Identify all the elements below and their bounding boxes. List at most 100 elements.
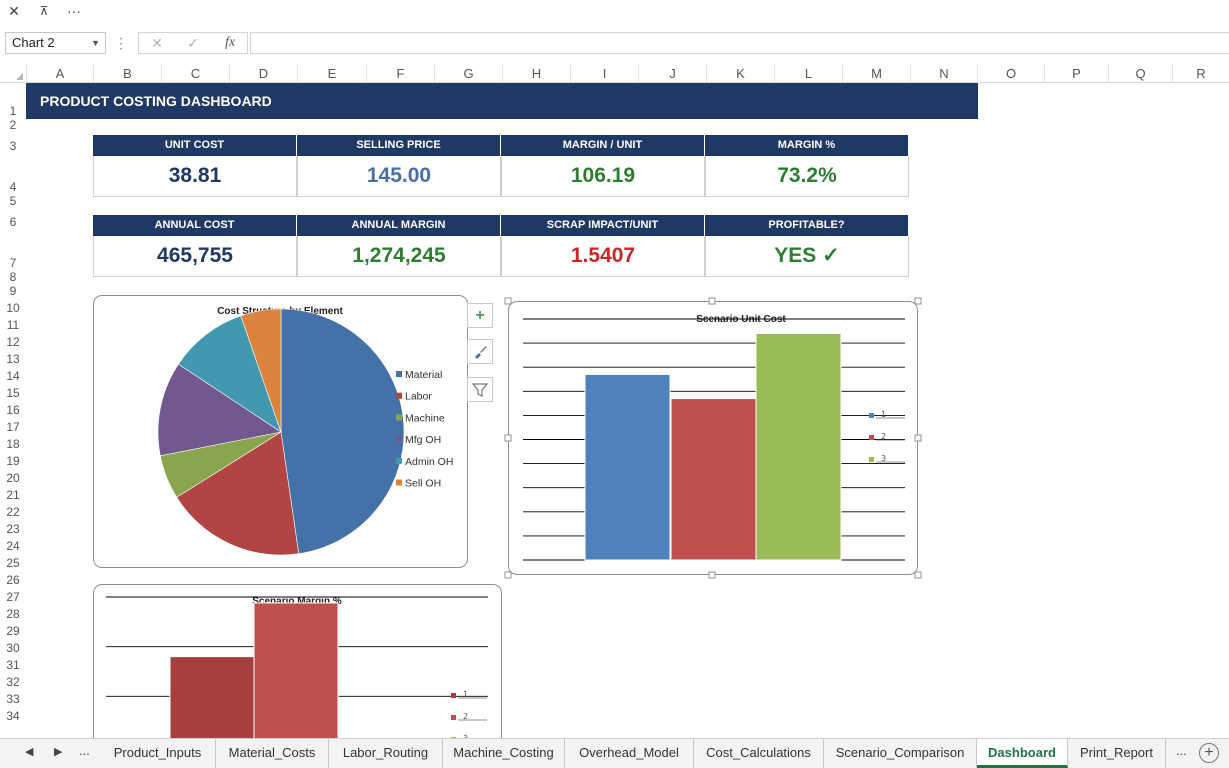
row-header-16[interactable]: 16 xyxy=(6,403,20,417)
worksheet-grid[interactable]: PRODUCT COSTING DASHBOARD UNIT COST 38.81… xyxy=(26,83,1229,738)
more-tabs-left[interactable]: ... xyxy=(79,743,90,758)
row-header-3[interactable]: 3 xyxy=(9,139,17,153)
row-header-8[interactable]: 8 xyxy=(9,270,17,284)
sheet-tab-print-report[interactable]: Print_Report xyxy=(1068,739,1166,768)
close-icon[interactable]: ✕ xyxy=(8,3,20,19)
sheet-tab-product-inputs[interactable]: Product_Inputs xyxy=(100,739,216,768)
column-header-o[interactable]: O xyxy=(977,65,1044,83)
insert-function-icon[interactable]: fx xyxy=(224,35,236,50)
column-header-h[interactable]: H xyxy=(502,65,570,83)
sheet-tab-dashboard[interactable]: Dashboard xyxy=(977,739,1068,768)
more-tabs-right[interactable]: ... xyxy=(1176,743,1187,758)
row-header-2[interactable]: 2 xyxy=(9,118,17,132)
row-header-31[interactable]: 31 xyxy=(6,658,20,672)
select-all-corner[interactable] xyxy=(0,65,26,83)
formula-input[interactable] xyxy=(250,32,1229,54)
add-sheet-button[interactable]: + xyxy=(1199,743,1219,763)
column-header-f[interactable]: F xyxy=(366,65,434,83)
column-header-p[interactable]: P xyxy=(1044,65,1108,83)
row-header-13[interactable]: 13 xyxy=(6,352,20,366)
row-header-19[interactable]: 19 xyxy=(6,454,20,468)
column-header-r[interactable]: R xyxy=(1172,65,1229,83)
column-header-b[interactable]: B xyxy=(93,65,161,83)
sheet-tab-bar: ◀ ▶ ... Product_Inputs Material_Costs Labo… xyxy=(0,738,1229,768)
row-header-18[interactable]: 18 xyxy=(6,437,20,451)
row-header-20[interactable]: 20 xyxy=(6,471,20,485)
row-header-22[interactable]: 22 xyxy=(6,505,20,519)
row-header-25[interactable]: 25 xyxy=(6,556,20,570)
restore-icon[interactable]: ⊼ xyxy=(39,4,49,18)
row-header-10[interactable]: 10 xyxy=(6,301,20,315)
sheet-tab-machine-costing[interactable]: Machine_Costing xyxy=(443,739,565,768)
column-header-k[interactable]: K xyxy=(706,65,774,83)
column-header-n[interactable]: N xyxy=(910,65,977,83)
scroll-tabs-right-icon[interactable]: ▶ xyxy=(54,746,63,758)
cancel-icon[interactable]: ✕ xyxy=(151,35,163,51)
row-header-9[interactable]: 9 xyxy=(9,284,17,298)
column-header-i[interactable]: I xyxy=(570,65,638,83)
sheet-tab-overhead-model[interactable]: Overhead_Model xyxy=(565,739,694,768)
row-header-11[interactable]: 11 xyxy=(6,318,20,332)
column-header-e[interactable]: E xyxy=(297,65,366,83)
column-header-a[interactable]: A xyxy=(26,65,93,83)
pie-slice-sell-oh[interactable] xyxy=(240,308,282,433)
column-header-g[interactable]: G xyxy=(434,65,502,83)
sheet-tab-scenario-comparison[interactable]: Scenario_Comparison xyxy=(824,739,977,768)
pie-slice-mfg-oh[interactable] xyxy=(157,363,282,457)
row-header-7[interactable]: 7 xyxy=(9,256,17,270)
add-chart-element-button[interactable]: + xyxy=(467,303,493,328)
row-header-12[interactable]: 12 xyxy=(6,335,20,349)
bar-1[interactable] xyxy=(169,656,255,738)
row-header-28[interactable]: 28 xyxy=(6,607,20,621)
bar-3[interactable] xyxy=(755,332,842,561)
row-header-30[interactable]: 30 xyxy=(6,641,20,655)
scroll-tabs-left-icon[interactable]: ◀ xyxy=(25,746,34,758)
pie-slice-material[interactable] xyxy=(280,308,405,555)
sheet-tab-material-costs[interactable]: Material_Costs xyxy=(216,739,329,768)
row-header-4[interactable]: 4 xyxy=(9,180,17,194)
column-header-j[interactable]: J xyxy=(638,65,706,83)
chevron-down-icon[interactable]: ▼ xyxy=(91,38,100,48)
cost-structure-chart[interactable]: Cost Structure by Element MaterialLaborM… xyxy=(93,295,468,568)
row-header-34[interactable]: 34 xyxy=(6,709,20,723)
bar-2[interactable] xyxy=(253,602,339,738)
column-header-m[interactable]: M xyxy=(842,65,910,83)
row-header-27[interactable]: 27 xyxy=(6,590,20,604)
row-header-26[interactable]: 26 xyxy=(6,573,20,587)
row-header-21[interactable]: 21 xyxy=(6,488,20,502)
name-box[interactable]: Chart 2 ▼ xyxy=(5,32,106,54)
sheet-tab-cost-calculations[interactable]: Cost_Calculations xyxy=(694,739,824,768)
formula-bar: Chart 2 ▼ ⋮ ✕ ✓ fx xyxy=(0,29,1229,57)
legend-label: 1 xyxy=(881,410,886,419)
row-header-5[interactable]: 5 xyxy=(9,194,17,208)
row-header-15[interactable]: 15 xyxy=(6,386,20,400)
scenario-unit-cost-chart[interactable]: Scenario Unit Cost 1 2 3 xyxy=(508,301,918,575)
column-header-c[interactable]: C xyxy=(161,65,229,83)
column-header-d[interactable]: D xyxy=(229,65,297,83)
row-header-24[interactable]: 24 xyxy=(6,539,20,553)
bar-1[interactable] xyxy=(584,373,671,561)
chart-selection-handles[interactable] xyxy=(503,296,923,580)
pie-slice-labor[interactable] xyxy=(176,431,300,556)
row-header-6[interactable]: 6 xyxy=(9,215,17,229)
row-header-33[interactable]: 33 xyxy=(6,692,20,706)
more-options-icon[interactable]: ··· xyxy=(67,3,81,19)
pie-slice-admin-oh[interactable] xyxy=(177,315,282,433)
row-header-23[interactable]: 23 xyxy=(6,522,20,536)
row-header-1[interactable]: 1 xyxy=(9,104,17,118)
column-header-q[interactable]: Q xyxy=(1108,65,1172,83)
row-header-32[interactable]: 32 xyxy=(6,675,20,689)
chart-style-button[interactable] xyxy=(467,339,493,364)
row-header-14[interactable]: 14 xyxy=(6,369,20,383)
legend-swatch xyxy=(869,413,874,418)
sheet-tab-labor-routing[interactable]: Labor_Routing xyxy=(329,739,443,768)
row-header-29[interactable]: 29 xyxy=(6,624,20,638)
row-header-17[interactable]: 17 xyxy=(6,420,20,434)
scenario-margin-chart[interactable]: Scenario Margin % 1 2 3 xyxy=(93,584,502,738)
legend-label: Admin OH xyxy=(405,456,453,468)
column-header-l[interactable]: L xyxy=(774,65,842,83)
chart-title: Scenario Margin % xyxy=(252,596,342,607)
chart-filter-button[interactable] xyxy=(467,377,493,402)
enter-icon[interactable]: ✓ xyxy=(187,35,199,51)
kpi-value-annual-margin: 1,274,245 xyxy=(297,236,501,277)
